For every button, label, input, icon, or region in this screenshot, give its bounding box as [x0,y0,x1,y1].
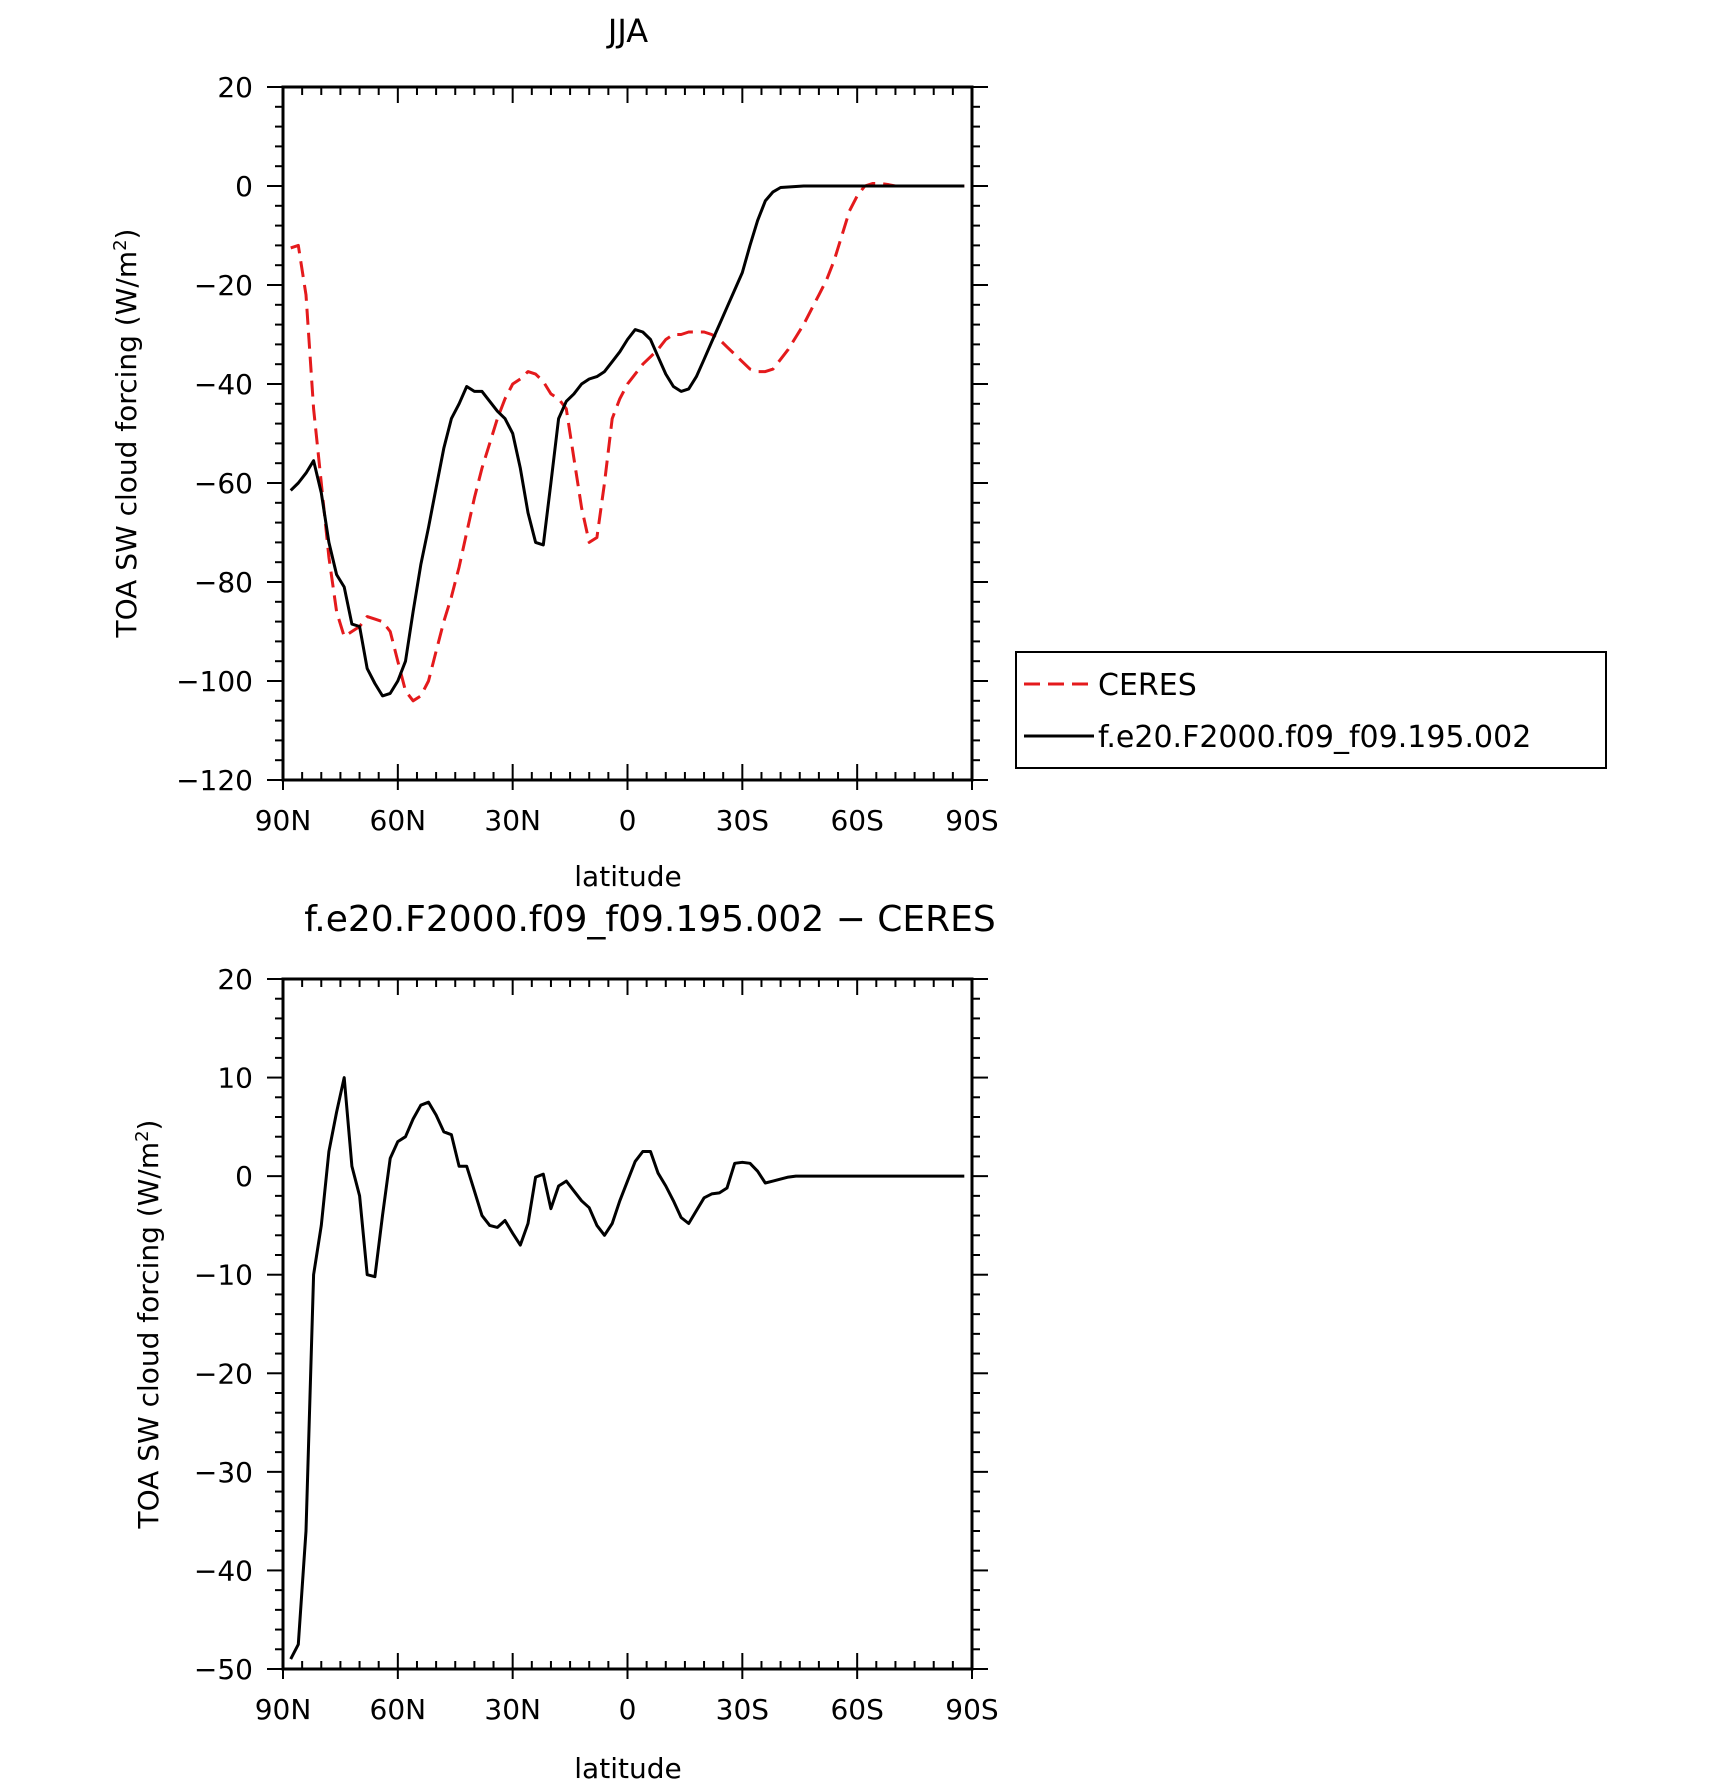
bottom-chart-title: f.e20.F2000.f09_f09.195.002 − CERES [304,899,996,940]
top-chart-title: JJA [606,12,648,50]
top-y-tick-label: −60 [194,467,253,500]
top-plot-frame [281,85,974,782]
bottom-x-axis-label: latitude [574,1752,681,1783]
legend-label-ceres: CERES [1098,668,1197,703]
top-y-axis-label: TOA SW cloud forcing (W/m2) [110,229,144,639]
bottom-x-tick-label: 60S [830,1693,883,1726]
top-y-tick-label: −40 [194,368,253,401]
bottom-y-tick-label: −40 [194,1554,253,1587]
bottom-panel: f.e20.F2000.f09_f09.195.002 − CERES 90N 6… [132,899,999,1783]
bottom-x-tick-label: 90N [255,1693,312,1726]
legend-label-model: f.e20.F2000.f09_f09.195.002 [1098,720,1531,755]
bottom-y-tick-label: 0 [235,1160,253,1193]
top-x-tick-label: 90N [255,804,312,837]
top-y-tick-label: −80 [194,566,253,599]
top-y-tick-label: −20 [194,269,253,302]
bottom-plot-frame [281,977,974,1671]
top-x-axis-label: latitude [574,860,681,893]
top-panel: JJA 90N 60N 30N 0 30S 60S 90S 20 0 −20 −40 −60 −80 −1… [110,12,1607,893]
top-y-tick-label: −120 [176,764,253,797]
top-x-tick-label: 90S [945,804,998,837]
top-x-tick-label: 60S [830,804,883,837]
bottom-y-tick-label: −10 [194,1259,253,1292]
bottom-y-tick-label: 20 [217,963,253,996]
top-x-tick-label: 30N [484,804,541,837]
bottom-x-tick-label: 30N [484,1693,541,1726]
bottom-y-axis-label: TOA SW cloud forcing (W/m2) [132,1120,166,1530]
top-x-tick-label: 0 [619,804,637,837]
top-series-line-f-e20-f2000-f09-f09-195-002 [289,184,965,698]
top-y-tick-label: −100 [176,665,253,698]
top-x-tick-label: 30S [716,804,769,837]
bottom-x-tick-label: 90S [945,1693,998,1726]
legend-box [1015,651,1607,769]
top-x-tick-label: 60N [370,804,427,837]
bottom-y-tick-label: 10 [217,1062,253,1095]
bottom-series-line-difference [289,1076,965,1660]
bottom-y-tick-label: −20 [194,1357,253,1390]
bottom-y-tick-label: −30 [194,1456,253,1489]
bottom-y-tick-label: −50 [194,1653,253,1686]
top-y-tick-label: 0 [235,170,253,203]
top-y-tick-label: 20 [217,71,253,104]
legend: CERES f.e20.F2000.f09_f09.195.002 [1015,651,1607,769]
bottom-x-tick-label: 60N [370,1693,427,1726]
bottom-x-tick-label: 30S [716,1693,769,1726]
bottom-x-tick-label: 0 [619,1693,637,1726]
top-series-line-ceres [290,182,965,703]
